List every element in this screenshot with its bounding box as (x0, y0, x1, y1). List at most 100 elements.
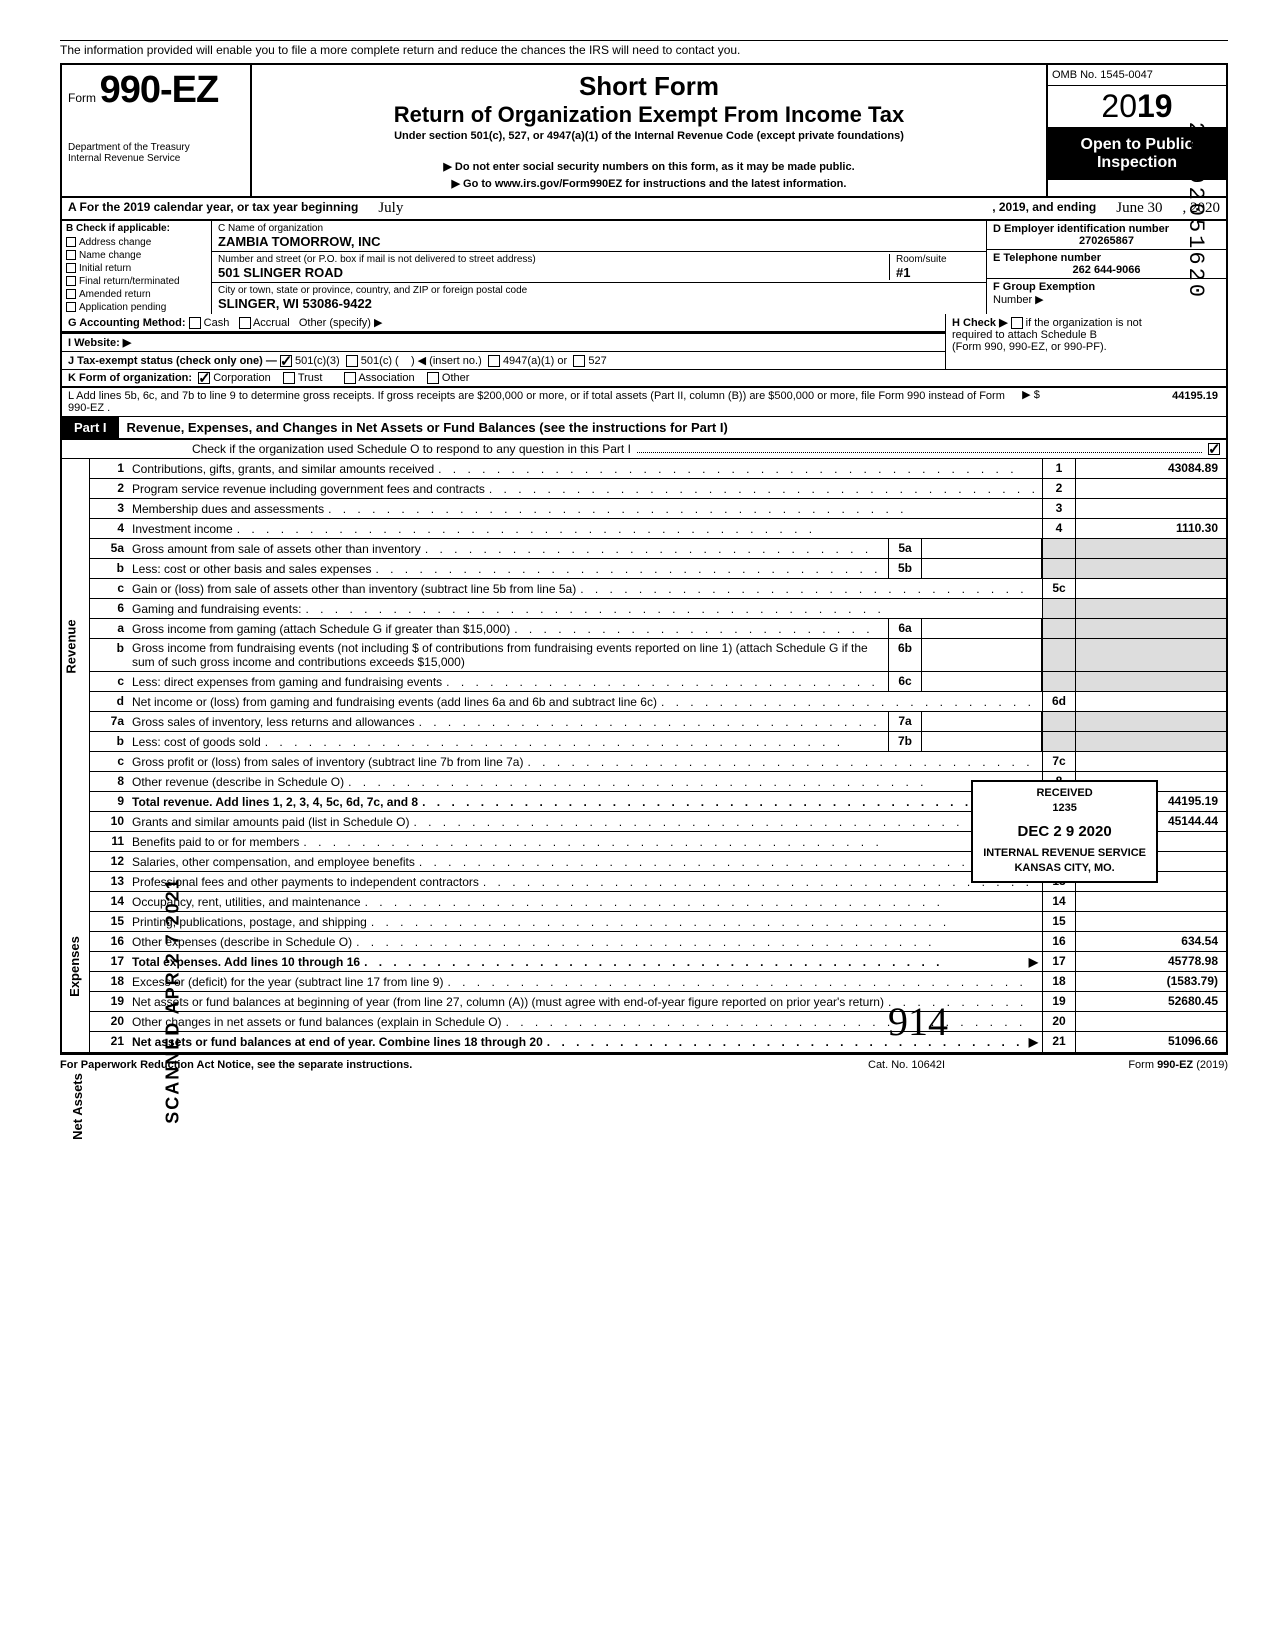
cb-address-change[interactable] (66, 237, 76, 247)
line-desc: Gross amount from sale of assets other t… (128, 539, 888, 558)
l-amount: 44195.19 (1046, 388, 1226, 416)
right-val-shade (1076, 639, 1226, 671)
table-row: aGross income from gaming (attach Schedu… (90, 619, 1226, 639)
h-txt2: if the organization is not (1026, 317, 1142, 329)
opt-final: Final return/terminated (79, 276, 180, 287)
group-label: F Group Exemption (993, 281, 1095, 293)
mid-line-number: 7a (888, 712, 922, 731)
org-city: SLINGER, WI 53086-9422 (218, 296, 980, 311)
signature: 914 (888, 998, 948, 1045)
cb-name-change[interactable] (66, 250, 76, 260)
mid-line-value (922, 539, 1042, 558)
line-number: 11 (90, 832, 128, 851)
line-number: b (90, 639, 128, 671)
mid-line-value (922, 672, 1042, 691)
line-desc: Total revenue. Add lines 1, 2, 3, 4, 5c,… (128, 792, 1042, 811)
right-line-number: 20 (1042, 1012, 1076, 1031)
mid-line-value (922, 732, 1042, 751)
line-desc: Gross income from gaming (attach Schedul… (128, 619, 888, 638)
check-o-text: Check if the organization used Schedule … (192, 442, 631, 456)
cb-final[interactable] (66, 276, 76, 286)
j-4947: 4947(a)(1) or (503, 355, 567, 367)
line-desc: Less: direct expenses from gaming and fu… (128, 672, 888, 691)
cb-trust[interactable] (283, 372, 295, 384)
cb-amended[interactable] (66, 289, 76, 299)
line-number: 10 (90, 812, 128, 831)
right-line-value: 1110.30 (1076, 519, 1226, 538)
cb-501c3[interactable] (280, 355, 292, 367)
cb-4947[interactable] (488, 355, 500, 367)
right-line-value: (1583.79) (1076, 972, 1226, 991)
form-number: 990-EZ (100, 69, 219, 111)
line-desc: Less: cost of goods sold. . . . . . . . … (128, 732, 888, 751)
right-val-shade (1076, 619, 1226, 638)
g-label: G Accounting Method: (68, 317, 186, 329)
cb-other[interactable] (427, 372, 439, 384)
cb-assoc[interactable] (344, 372, 356, 384)
right-val-shade (1076, 599, 1226, 618)
page-footer: For Paperwork Reduction Act Notice, see … (60, 1054, 1228, 1075)
cb-schedule-o[interactable] (1208, 443, 1220, 455)
l-text: L Add lines 5b, 6c, and 7b to line 9 to … (62, 388, 1016, 416)
h-txt3: required to attach Schedule B (952, 329, 1097, 341)
table-row: 16Other expenses (describe in Schedule O… (90, 932, 1226, 952)
line-desc: Investment income. . . . . . . . . . . .… (128, 519, 1042, 538)
short-form-title: Short Form (260, 71, 1038, 102)
return-title: Return of Organization Exempt From Incom… (260, 102, 1038, 128)
line-desc: Gross profit or (loss) from sales of inv… (128, 752, 1042, 771)
table-row: cLess: direct expenses from gaming and f… (90, 672, 1226, 692)
cb-initial[interactable] (66, 263, 76, 273)
right-line-value (1076, 499, 1226, 518)
opt-initial: Initial return (79, 263, 131, 274)
line-number: 14 (90, 892, 128, 911)
line-desc: Other revenue (describe in Schedule O). … (128, 772, 1042, 791)
line-number: 3 (90, 499, 128, 518)
line-h: H Check ▶ if the organization is not req… (946, 314, 1226, 369)
line-i: I Website: ▶ (62, 333, 945, 351)
cb-corp[interactable] (198, 372, 210, 384)
cb-pending[interactable] (66, 302, 76, 312)
right-line-value (1076, 892, 1226, 911)
dept-treasury: Department of the Treasury (68, 142, 244, 153)
table-row: 1Contributions, gifts, grants, and simil… (90, 459, 1226, 479)
intro-text: The information provided will enable you… (60, 40, 1228, 57)
opt-pending: Application pending (79, 302, 166, 313)
mid-line-value (922, 639, 1042, 671)
mid-line-value (922, 619, 1042, 638)
j-label: J Tax-exempt status (check only one) — (68, 355, 277, 367)
stamp-city: KANSAS CITY, MO. (983, 861, 1146, 876)
cb-h[interactable] (1011, 317, 1023, 329)
table-row: bLess: cost of goods sold. . . . . . . .… (90, 732, 1226, 752)
right-num-shade (1042, 539, 1076, 558)
line-number: c (90, 579, 128, 598)
right-num-shade (1042, 732, 1076, 751)
right-line-value (1076, 579, 1226, 598)
cb-501c[interactable] (346, 355, 358, 367)
part1-tag: Part I (62, 417, 119, 438)
right-line-number: 6d (1042, 692, 1076, 711)
right-line-number: 18 (1042, 972, 1076, 991)
cb-cash[interactable] (189, 317, 201, 329)
c-city-label: City or town, state or province, country… (218, 285, 980, 296)
line-desc: Professional fees and other payments to … (128, 872, 1042, 891)
right-line-number: 1 (1042, 459, 1076, 478)
b-label: B Check if applicable: (62, 221, 211, 236)
right-line-value: 634.54 (1076, 932, 1226, 951)
line-desc: Gross income from fundraising events (no… (128, 639, 888, 671)
j-insert: ) ◀ (insert no.) (411, 355, 482, 367)
line-number: 16 (90, 932, 128, 951)
cb-527[interactable] (573, 355, 585, 367)
k-corp: Corporation (213, 372, 270, 384)
table-row: 15Printing, publications, postage, and s… (90, 912, 1226, 932)
year-suffix: 19 (1137, 88, 1173, 124)
stamp-received: RECEIVED (983, 786, 1146, 801)
section-bcd: B Check if applicable: Address change Na… (60, 221, 1228, 314)
right-val-shade (1076, 672, 1226, 691)
k-label: K Form of organization: (68, 372, 192, 384)
table-row: 2Program service revenue including gover… (90, 479, 1226, 499)
cb-accrual[interactable] (239, 317, 251, 329)
right-line-value: 45778.98 (1076, 952, 1226, 971)
right-line-number: 15 (1042, 912, 1076, 931)
right-line-value: 43084.89 (1076, 459, 1226, 478)
right-line-value (1076, 912, 1226, 931)
